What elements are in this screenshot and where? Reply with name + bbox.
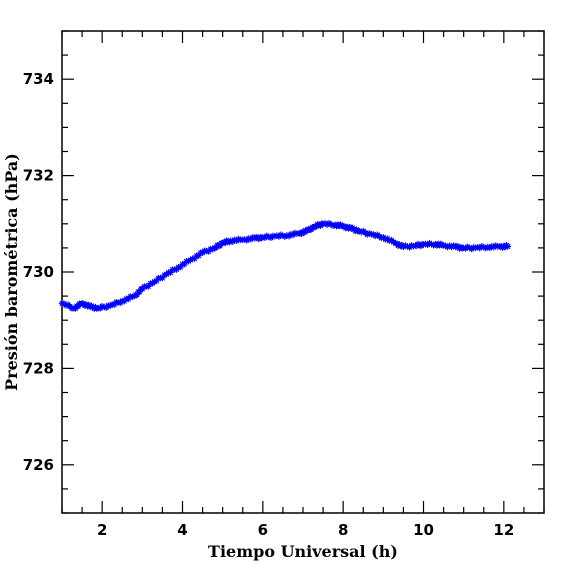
data-point	[338, 222, 346, 230]
y-tick-label: 730	[23, 263, 54, 281]
x-tick-label: 12	[493, 521, 514, 539]
x-axis-label: Tiempo Universal (h)	[208, 542, 398, 561]
y-axis-label: Presión barométrica (hPa)	[2, 153, 21, 391]
y-tick-label: 732	[23, 167, 54, 185]
y-tick-label: 734	[23, 70, 54, 88]
data-point	[137, 285, 145, 293]
axis-tick-labels: 2 4 6 8 10 12 726 728 730 732 734	[23, 70, 515, 539]
x-tick-label: 6	[258, 521, 268, 539]
plot-frame	[61, 30, 545, 514]
y-tick-label: 728	[23, 359, 54, 377]
y-tick-label: 726	[23, 456, 54, 474]
x-tick-label: 8	[338, 521, 348, 539]
x-tick-label: 10	[413, 521, 434, 539]
axis-ticks	[61, 30, 545, 514]
x-tick-label: 2	[97, 521, 107, 539]
data-point	[503, 242, 510, 249]
data-point	[470, 244, 477, 251]
data-series	[58, 219, 512, 312]
x-tick-label: 4	[177, 521, 187, 539]
data-point	[258, 234, 265, 242]
data-point	[346, 223, 354, 231]
